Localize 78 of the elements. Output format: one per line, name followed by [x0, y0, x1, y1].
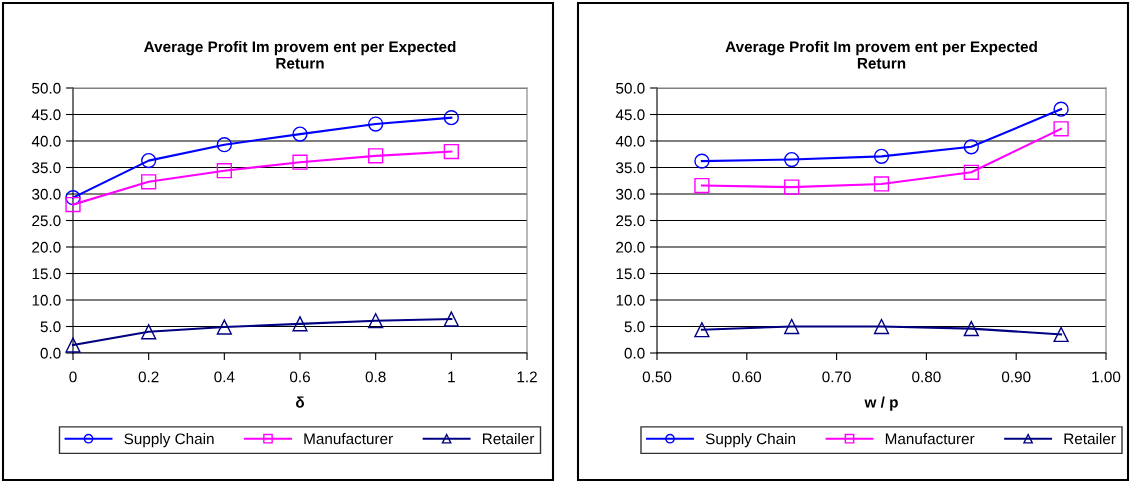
- point: [1053, 101, 1069, 117]
- point: [65, 337, 81, 353]
- y-tick-label: 30.0: [616, 188, 645, 200]
- point: [694, 322, 710, 338]
- point: [368, 313, 384, 329]
- point: [292, 154, 308, 170]
- x-tick-label: 0.60: [732, 371, 762, 383]
- x-tick-label: 0.2: [138, 371, 159, 383]
- y-tick-label: 0.0: [624, 347, 645, 359]
- point: [443, 311, 459, 327]
- y-tick-label: 0.0: [40, 347, 61, 359]
- legend-label: Supply Chain: [124, 433, 214, 448]
- point: [784, 151, 800, 168]
- y-tick-label: 50.0: [32, 82, 61, 94]
- point: [443, 143, 459, 160]
- x-tick-label: 0.4: [214, 371, 235, 383]
- y-tick-label: 35.0: [32, 162, 61, 174]
- y-tick-label: 15.0: [32, 268, 61, 280]
- y-tick-label: 35.0: [616, 162, 645, 174]
- point: [784, 179, 800, 195]
- y-tick-label: 40.0: [31, 135, 61, 147]
- point: [141, 174, 157, 190]
- point: [216, 319, 232, 335]
- legend-label: Retailer: [1064, 433, 1116, 445]
- point: [963, 320, 979, 337]
- x-tick-label: 1.2: [517, 371, 537, 383]
- point: [873, 318, 890, 335]
- x-tick-label: 1: [448, 371, 455, 383]
- point: [694, 177, 710, 194]
- point: [216, 163, 232, 179]
- point: [141, 324, 157, 340]
- x-tick-label: 0.8: [365, 371, 386, 383]
- legend-label: Retailer: [483, 433, 535, 445]
- y-tick-label: 40.0: [615, 135, 645, 147]
- point: [873, 176, 890, 192]
- y-tick-label: 45.0: [31, 109, 61, 121]
- point: [292, 316, 308, 332]
- y-tick-label: 25.0: [616, 215, 645, 227]
- y-tick-label: 5.0: [624, 321, 645, 333]
- y-tick-label: 20.0: [616, 241, 645, 253]
- legend-label: Supply Chain: [705, 433, 796, 448]
- y-tick-label: 5.0: [40, 321, 61, 333]
- y-tick-label: 10.0: [32, 294, 61, 306]
- point: [141, 152, 157, 169]
- x-axis-title: δ: [296, 396, 304, 408]
- y-tick-label: 20.0: [32, 241, 61, 253]
- y-tick-label: 15.0: [616, 268, 645, 280]
- point: [694, 153, 710, 169]
- x-tick-label: 0: [69, 371, 77, 383]
- point: [443, 110, 459, 126]
- x-tick-label: 1.00: [1092, 371, 1121, 383]
- y-tick-label: 10.0: [616, 294, 645, 306]
- point: [292, 126, 308, 142]
- point: [963, 164, 979, 180]
- y-tick-label: 45.0: [615, 109, 645, 121]
- legend-label: Manufacturer: [885, 433, 975, 445]
- point: [65, 190, 81, 206]
- point: [368, 148, 384, 164]
- x-tick-label: 0.6: [289, 371, 310, 383]
- point: [368, 116, 384, 132]
- point: [873, 148, 890, 165]
- point: [784, 318, 800, 335]
- point: [1053, 326, 1069, 343]
- point: [216, 137, 232, 153]
- point: [65, 196, 81, 213]
- point: [1053, 121, 1069, 137]
- x-tick-label: 0.80: [912, 371, 941, 383]
- x-tick-label: 0.70: [822, 371, 851, 383]
- x-axis-title: w / p: [864, 396, 898, 411]
- y-tick-label: 25.0: [32, 215, 61, 227]
- y-tick-label: 50.0: [616, 82, 645, 94]
- point: [963, 139, 979, 155]
- chart-title: Average Profit Im provem ent per Expected Return: [144, 40, 456, 69]
- x-tick-label: 0.50: [642, 371, 672, 383]
- y-tick-label: 30.0: [32, 188, 61, 200]
- legend-label: Manufacturer: [304, 433, 393, 445]
- chart-title: Average Profit Im provem ent per Expected Return: [725, 40, 1037, 69]
- x-tick-label: 0.90: [1001, 371, 1031, 383]
